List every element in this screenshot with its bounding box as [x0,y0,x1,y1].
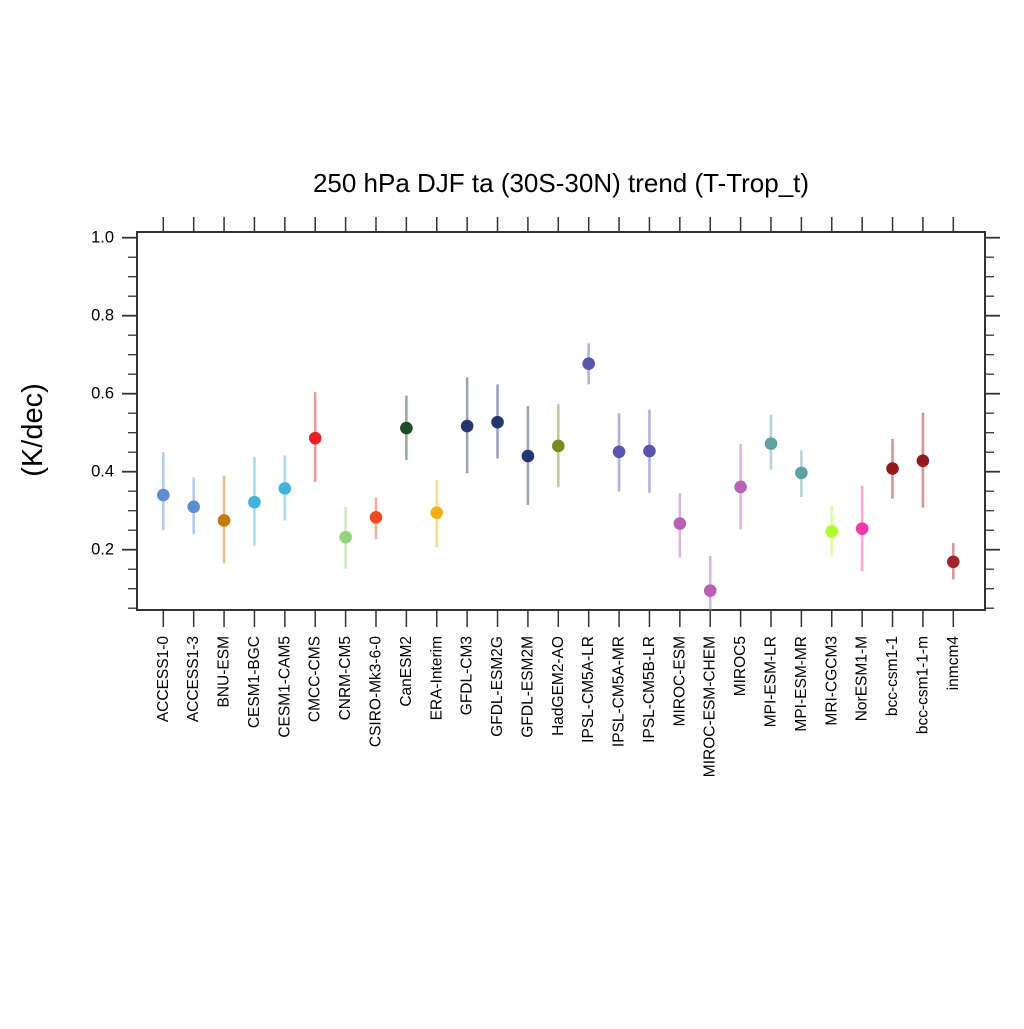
x-axis-label: HadGEM2-AO [550,636,567,736]
x-axis-label: CSIRO-Mk3-6-0 [367,636,384,747]
x-axis-label: MIROC5 [732,636,749,696]
y-axis-label: (K/dec) [17,383,49,476]
x-axis-label: CMCC-CMS [307,636,324,722]
data-point [795,466,808,480]
x-axis-label: IPSL-CM5B-LR [641,636,658,743]
x-axis-label: ERA-Interim [428,636,445,720]
x-axis-label: CESM1-CAM5 [276,636,293,738]
x-axis-label: IPSL-CM5A-MR [611,636,628,747]
data-point [157,488,170,502]
x-axis-label: GFDL-ESM2M [519,636,536,738]
plot-area: 0.2 0.4 0.6 0.8 1.0 ACCESS1-0 ACCESS1-3 BNU-ESM… [91,217,1000,777]
x-axis-label: bcc-csm1-1 [884,636,901,716]
data-point [703,584,717,597]
x-axis-label: NorESM1-M [854,636,871,721]
data-point [734,480,747,494]
x-axis-label: CESM1-BGC [246,636,263,728]
x-axis-label: bcc-csm1-1-m [914,636,931,734]
data-point [460,419,474,433]
x-axis-label: BNU-ESM [216,636,233,707]
x-axis-label: MIROC-ESM [671,636,688,726]
data-point [308,431,322,445]
data-point [673,517,687,530]
data-point [643,444,656,458]
x-axis-label: IPSL-CM5A-LR [580,636,597,743]
chart-title: 250 hPa DJF ta (30S-30N) trend (T-Trop_t… [313,168,809,198]
x-axis-label: ACCESS1-3 [185,636,202,722]
x-axis-label: ACCESS1-0 [155,636,172,723]
data-point [521,449,535,463]
x-axis-label: GFDL-CM3 [459,636,476,715]
data-point [369,511,383,524]
plot-box [136,231,986,611]
x-axis-label: MPI-ESM-LR [762,636,779,727]
data-point [764,437,778,450]
data-point [825,525,839,538]
data-point [339,530,352,544]
y-tick-label: 0.4 [91,463,114,481]
data-point [612,445,626,459]
y-tick-label: 0.8 [91,307,114,325]
x-axis-label: inmcm4 [945,636,962,691]
x-axis-label: MPI-ESM-MR [793,636,810,732]
data-point [430,506,444,519]
data-point [491,415,504,429]
y-tick-label: 0.6 [91,385,114,403]
y-tick-label: 1.0 [91,229,114,247]
data-point [582,357,595,370]
x-axis-label: CanESM2 [398,636,415,707]
x-axis-label: CNRM-CM5 [337,636,354,720]
data-point [187,500,200,514]
data-point [217,514,231,527]
x-axis-label: GFDL-ESM2G [489,636,506,737]
data-point [278,482,292,495]
data-point [855,522,869,535]
data-point [886,462,899,475]
x-axis-label: MRI-CGCM3 [823,636,840,726]
y-tick-label: 0.2 [91,541,114,559]
data-point [552,439,565,453]
data-point [248,495,261,509]
data-point [400,421,413,435]
data-point [947,555,960,569]
x-axis-label: MIROC-ESM-CHEM [702,636,719,777]
data-point [916,454,930,468]
